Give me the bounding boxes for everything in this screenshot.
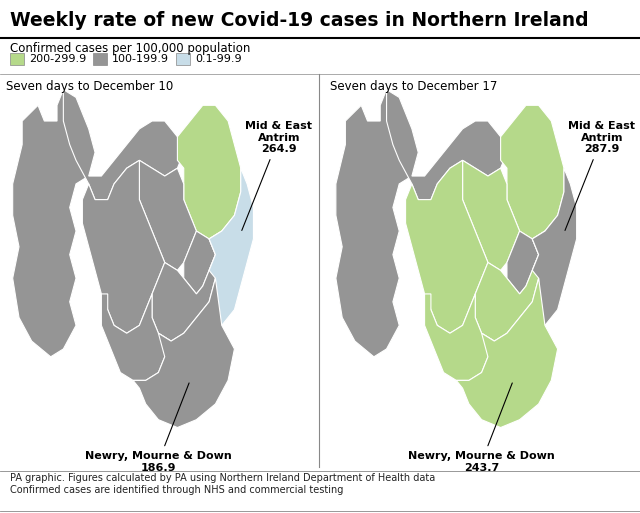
Polygon shape bbox=[133, 278, 234, 427]
Text: 200-299.9: 200-299.9 bbox=[29, 54, 86, 64]
Polygon shape bbox=[424, 294, 494, 380]
Polygon shape bbox=[101, 294, 171, 380]
Polygon shape bbox=[209, 168, 253, 325]
Polygon shape bbox=[13, 105, 76, 357]
Polygon shape bbox=[184, 231, 216, 294]
Polygon shape bbox=[507, 231, 539, 294]
Polygon shape bbox=[500, 105, 564, 239]
Polygon shape bbox=[463, 161, 520, 270]
Text: Newry, Mourne & Down
186.9: Newry, Mourne & Down 186.9 bbox=[85, 383, 232, 472]
Polygon shape bbox=[476, 231, 545, 341]
Polygon shape bbox=[406, 161, 488, 333]
Text: Seven days to December 10: Seven days to December 10 bbox=[6, 80, 173, 93]
Polygon shape bbox=[532, 168, 577, 325]
Polygon shape bbox=[152, 231, 222, 341]
Text: Newry, Mourne & Down
243.7: Newry, Mourne & Down 243.7 bbox=[408, 383, 555, 472]
Polygon shape bbox=[140, 161, 196, 270]
Text: PA graphic. Figures calculated by PA using Northern Ireland Department of Health: PA graphic. Figures calculated by PA usi… bbox=[10, 473, 435, 495]
Polygon shape bbox=[13, 90, 95, 357]
Polygon shape bbox=[83, 161, 164, 333]
Polygon shape bbox=[456, 278, 557, 427]
Text: Mid & East
Antrim
287.9: Mid & East Antrim 287.9 bbox=[565, 121, 636, 230]
Text: Seven days to December 17: Seven days to December 17 bbox=[330, 80, 497, 93]
Text: Weekly rate of new Covid-19 cases in Northern Ireland: Weekly rate of new Covid-19 cases in Nor… bbox=[10, 11, 588, 30]
Polygon shape bbox=[336, 90, 419, 357]
Polygon shape bbox=[177, 105, 241, 239]
Text: 100-199.9: 100-199.9 bbox=[112, 54, 169, 64]
Text: Mid & East
Antrim
264.9: Mid & East Antrim 264.9 bbox=[242, 121, 312, 230]
Polygon shape bbox=[63, 90, 184, 200]
Text: 0.1-99.9: 0.1-99.9 bbox=[195, 54, 242, 64]
Polygon shape bbox=[387, 90, 507, 200]
Text: Confirmed cases per 100,000 population: Confirmed cases per 100,000 population bbox=[10, 42, 250, 55]
Polygon shape bbox=[336, 105, 399, 357]
